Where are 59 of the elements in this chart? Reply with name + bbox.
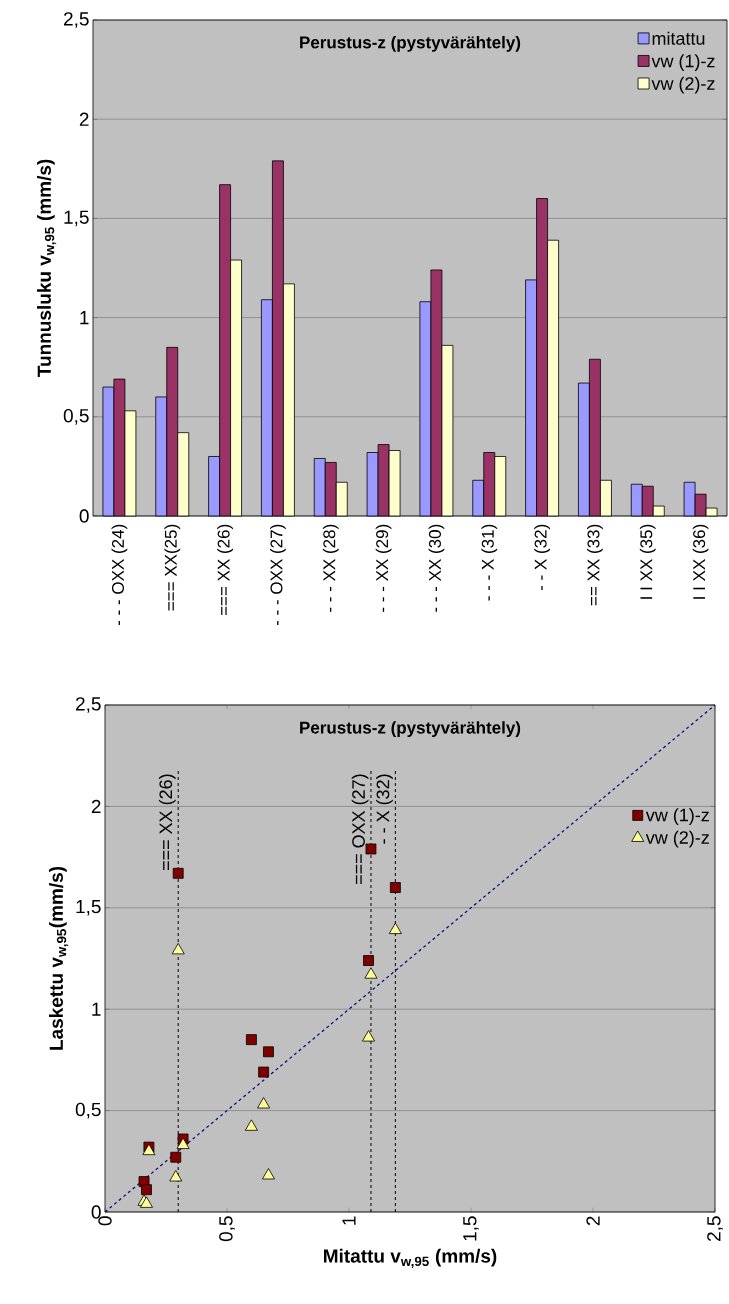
x-tick-label: == XX (33) [587, 524, 603, 606]
y-tick-label: 1 [92, 1002, 101, 1016]
point [170, 1151, 182, 1163]
legend-label: vw (1)-z [651, 54, 715, 71]
x-tick-label: 0,5 [219, 1216, 235, 1242]
point [176, 1137, 190, 1149]
y-tick-label: 0,5 [75, 1102, 101, 1119]
ref-line-label: - - X (32) [376, 774, 393, 844]
point [171, 942, 185, 955]
x-tick-label: - - X (32) [534, 524, 550, 591]
point [388, 922, 402, 934]
y-tick-label: 0 [79, 509, 89, 523]
ref-line-label: === OXX (27) [351, 774, 369, 885]
y-tick-label: 2,5 [64, 12, 89, 28]
point [169, 1170, 183, 1182]
point [244, 1119, 258, 1131]
point [141, 1184, 152, 1196]
point [362, 1030, 375, 1042]
x-tick-label: 1,5 [463, 1216, 479, 1241]
x-tick-label: I I XX (35) [639, 524, 656, 599]
x-tick-label: 2 [586, 1216, 600, 1226]
text: Perustus-z (pystyvärähtely) [300, 35, 521, 52]
x-tick-label: - - - OXX (24) [111, 524, 128, 626]
point [262, 1168, 275, 1180]
x-tick-label: === XX (26) [217, 524, 233, 616]
legend-label: mitattu [652, 31, 705, 45]
y-tick-label: 1,5 [76, 900, 101, 916]
legend-label: vw (2)-z [651, 76, 715, 94]
text: Tunnusluku v$_{w,95}$ (mm/s) [37, 159, 57, 378]
point [258, 1066, 269, 1078]
x-tick-label: - - - XX (30) [428, 524, 445, 612]
y-tick-label: 0,5 [63, 408, 89, 425]
y-tick-label: 1,5 [64, 210, 89, 227]
ref-line-label: === XX (26) [158, 774, 176, 871]
point [363, 955, 374, 966]
text: Mitattu v$_{w,95}$ (mm/s) [324, 1248, 497, 1268]
x-tick-label: 1 [342, 1216, 356, 1225]
y-tick-label: 2,5 [76, 697, 101, 713]
legend-label: vw (2)-z [645, 830, 709, 848]
x-tick-label: - - - XX (29) [375, 524, 392, 612]
y-tick-label: 2 [79, 112, 89, 126]
point [263, 1046, 274, 1058]
x-tick-label: I I XX (36) [692, 524, 709, 599]
text: Perustus-z (pystyvärähtely) [300, 721, 521, 738]
point [246, 1034, 257, 1046]
y-tick-label: 1 [80, 311, 89, 325]
point [389, 882, 401, 893]
point [172, 867, 184, 879]
point [257, 1097, 271, 1109]
x-tick-label: === XX(25) [164, 524, 181, 611]
legend-label: vw (1)-z [645, 808, 709, 825]
point [364, 967, 378, 979]
x-tick-label: - - - X (31) [481, 524, 498, 601]
point [365, 843, 377, 855]
y-tick-label: 2 [91, 799, 101, 814]
x-tick-label: 2,5 [707, 1216, 723, 1241]
text: Laskettu v$_{w,95}$(mm/s) [49, 866, 69, 1050]
x-tick-label: - - - OXX (27) [270, 524, 286, 626]
x-tick-label: - - - XX (28) [322, 524, 339, 612]
